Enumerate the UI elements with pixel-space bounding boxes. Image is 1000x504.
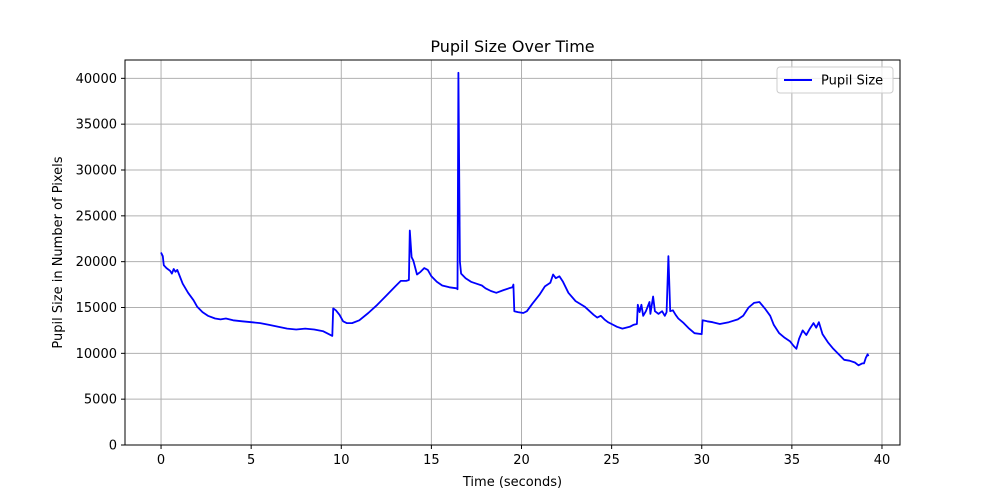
x-tick-label: 40	[874, 453, 891, 468]
y-tick-label: 25000	[76, 209, 117, 224]
y-tick-label: 40000	[76, 72, 117, 87]
x-tick-label: 5	[247, 453, 255, 468]
y-tick-label: 5000	[84, 393, 117, 408]
series-line-pupil-size	[160, 71, 870, 367]
y-axis-label: Pupil Size in Number of Pixels	[51, 156, 66, 348]
legend-label: Pupil Size	[821, 74, 883, 89]
y-axis-ticks: 0 5000 10000 15000 20000 25000 30000 35000 40000	[76, 72, 125, 454]
plot-area-frame	[124, 59, 901, 446]
legend: Pupil Size	[776, 66, 894, 94]
legend-box	[776, 66, 894, 94]
x-axis-label: Time (seconds)	[462, 475, 562, 490]
y-tick-label: 0	[109, 439, 117, 454]
x-tick-label: 10	[333, 453, 350, 468]
x-tick-label: 20	[513, 453, 530, 468]
y-tick-label: 20000	[76, 255, 117, 270]
x-tick-label: 15	[423, 453, 440, 468]
x-axis-ticks: 0 5 10 15 20 25 30 35 40	[157, 445, 890, 468]
chart-title: Pupil Size Over Time	[430, 37, 594, 56]
y-tick-label: 35000	[76, 118, 117, 133]
x-tick-label: 0	[157, 453, 165, 468]
y-tick-label: 10000	[76, 347, 117, 362]
x-tick-label: 25	[603, 453, 620, 468]
y-tick-label: 15000	[76, 301, 117, 316]
series-layer	[160, 71, 870, 367]
y-tick-label: 30000	[76, 164, 117, 179]
x-tick-label: 35	[784, 453, 801, 468]
x-tick-label: 30	[693, 453, 710, 468]
